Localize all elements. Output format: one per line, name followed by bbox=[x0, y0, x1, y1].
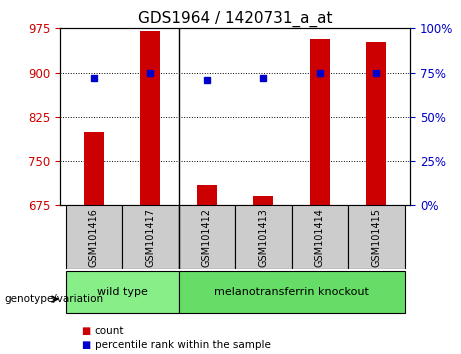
Text: percentile rank within the sample: percentile rank within the sample bbox=[95, 340, 271, 350]
Bar bbox=[122, 205, 178, 269]
Text: GSM101415: GSM101415 bbox=[372, 208, 381, 267]
Text: ■: ■ bbox=[81, 340, 90, 350]
Text: wild type: wild type bbox=[97, 287, 148, 297]
Bar bbox=[65, 205, 122, 269]
Bar bbox=[197, 185, 217, 205]
Text: melanotransferrin knockout: melanotransferrin knockout bbox=[214, 287, 369, 297]
Bar bbox=[348, 205, 405, 269]
Bar bbox=[178, 205, 235, 269]
Text: count: count bbox=[95, 326, 124, 336]
Bar bbox=[235, 205, 292, 269]
Text: GSM101412: GSM101412 bbox=[202, 208, 212, 267]
Bar bbox=[178, 271, 405, 313]
Bar bbox=[141, 31, 160, 205]
Bar bbox=[65, 271, 178, 313]
Bar bbox=[254, 196, 273, 205]
Bar bbox=[310, 39, 330, 205]
Text: GSM101416: GSM101416 bbox=[89, 208, 99, 267]
Text: GSM101414: GSM101414 bbox=[315, 208, 325, 267]
Bar bbox=[292, 205, 348, 269]
Bar bbox=[366, 42, 386, 205]
Text: GSM101413: GSM101413 bbox=[258, 208, 268, 267]
Text: ■: ■ bbox=[81, 326, 90, 336]
Bar bbox=[84, 132, 104, 205]
Text: genotype/variation: genotype/variation bbox=[5, 294, 104, 304]
Text: GSM101417: GSM101417 bbox=[145, 208, 155, 267]
Title: GDS1964 / 1420731_a_at: GDS1964 / 1420731_a_at bbox=[138, 11, 332, 27]
